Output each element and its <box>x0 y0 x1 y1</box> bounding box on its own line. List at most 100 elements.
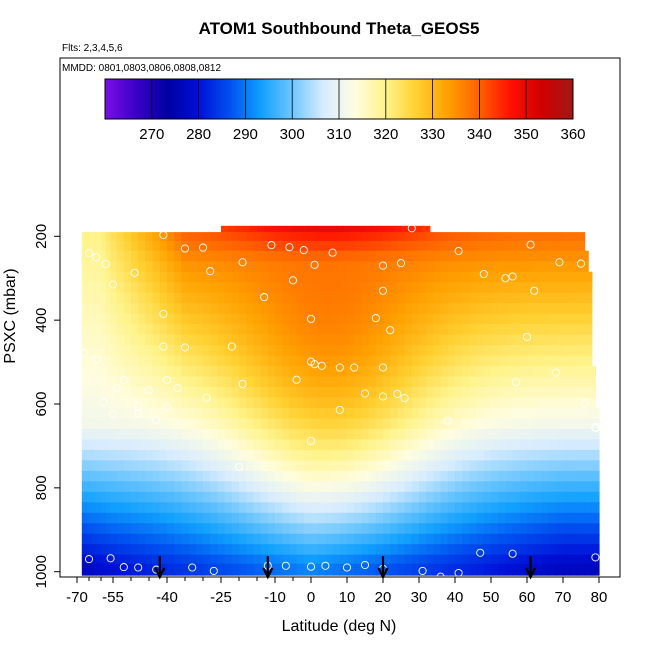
heatmap-cell <box>138 544 146 556</box>
heatmap-cell <box>86 523 92 535</box>
heatmap-cell <box>123 481 132 493</box>
heatmap-cell <box>368 271 377 283</box>
heatmap-cell <box>433 533 442 545</box>
heatmap-cell <box>512 544 521 556</box>
heatmap-cell <box>455 334 463 346</box>
heatmap-cell <box>303 232 312 242</box>
heatmap-cell <box>131 491 139 503</box>
heatmap-cell <box>368 563 377 576</box>
heatmap-cell <box>519 544 528 556</box>
heatmap-cell <box>81 334 88 346</box>
heatmap-cell <box>152 366 161 378</box>
heatmap-cell <box>570 512 578 524</box>
heatmap-cell <box>411 533 420 545</box>
heatmap-cell <box>469 387 478 399</box>
heatmap-cell <box>541 470 550 482</box>
heatmap-cell <box>476 261 485 273</box>
heatmap-cell <box>217 292 226 304</box>
heatmap-cell <box>195 439 204 451</box>
heatmap-cell <box>476 418 485 430</box>
heatmap-cell <box>591 397 596 409</box>
heatmap-cell <box>267 523 276 535</box>
heatmap-cell <box>325 261 334 273</box>
heatmap-cell <box>303 481 312 493</box>
heatmap-cell <box>411 428 420 441</box>
heatmap-cell <box>339 554 348 565</box>
heatmap-cell <box>584 439 593 451</box>
flight-point <box>526 240 535 249</box>
heatmap-cell <box>289 544 298 556</box>
heatmap-cell <box>527 481 535 493</box>
heatmap-cell <box>210 533 218 545</box>
heatmap-cell <box>365 225 373 233</box>
heatmap-cell <box>584 366 593 378</box>
heatmap-cell <box>577 523 586 535</box>
heatmap-cell <box>203 387 211 399</box>
heatmap-cell <box>361 418 370 430</box>
heatmap-cell <box>512 292 521 304</box>
heatmap-cell <box>101 397 107 409</box>
heatmap-cell <box>390 271 398 283</box>
heatmap-cell <box>555 355 564 367</box>
heatmap-cell <box>116 282 125 294</box>
heatmap-cell <box>462 313 470 325</box>
heatmap-cell <box>404 449 413 461</box>
heatmap-cell <box>426 240 434 252</box>
heatmap-cell <box>96 428 102 441</box>
heatmap-cell <box>462 240 470 252</box>
heatmap-cell <box>534 512 542 524</box>
heatmap-cell <box>519 271 528 283</box>
heatmap-cell <box>426 271 434 283</box>
heatmap-cell <box>188 366 197 378</box>
heatmap-cell <box>152 334 161 346</box>
heatmap-cell <box>81 232 88 242</box>
heatmap-cell <box>210 563 218 576</box>
heatmap-cell <box>239 355 247 367</box>
heatmap-cell <box>447 345 456 357</box>
heatmap-cell <box>217 240 226 252</box>
heatmap-cell <box>296 449 305 461</box>
heatmap-cell <box>303 345 312 357</box>
flight-point <box>159 230 168 240</box>
heatmap-cell <box>123 282 132 294</box>
heatmap-cell <box>368 387 377 399</box>
heatmap-cell <box>519 397 528 409</box>
heatmap-cell <box>253 460 262 472</box>
heatmap-cell <box>361 544 370 556</box>
heatmap-cell <box>455 470 463 482</box>
heatmap-cell <box>239 544 247 556</box>
heatmap-cell <box>152 324 161 336</box>
heatmap-cell <box>527 334 535 346</box>
heatmap-cell <box>404 502 413 514</box>
heatmap-cell <box>570 355 578 367</box>
flight-point <box>180 343 190 352</box>
heatmap-cell <box>361 240 370 252</box>
heatmap-cell <box>455 232 463 242</box>
heatmap-cell <box>534 460 542 472</box>
heatmap-cell <box>318 232 326 242</box>
heatmap-cell <box>138 355 146 367</box>
heatmap-cell <box>498 512 506 524</box>
heatmap-cell <box>123 418 132 430</box>
heatmap-cell <box>159 292 168 304</box>
heatmap-cell <box>548 303 557 315</box>
heatmap-cell <box>411 481 420 493</box>
heatmap-cell <box>361 512 370 524</box>
heatmap-cell <box>419 324 427 336</box>
heatmap-cell <box>375 271 384 283</box>
heatmap-cell <box>311 523 319 535</box>
heatmap-cell <box>246 439 254 451</box>
heatmap-cell <box>512 470 521 482</box>
heatmap-cell <box>188 563 197 576</box>
heatmap-cell <box>267 397 276 409</box>
heatmap-cell <box>264 225 272 233</box>
heatmap-cell <box>548 261 557 273</box>
heatmap-cell <box>591 460 600 472</box>
heatmap-cell <box>210 240 218 252</box>
heatmap-cell <box>246 324 254 336</box>
heatmap-cell <box>383 544 391 556</box>
heatmap-cell <box>498 345 506 357</box>
heatmap-cell <box>332 324 341 336</box>
heatmap-cell <box>354 481 362 493</box>
heatmap-cell <box>303 240 312 252</box>
